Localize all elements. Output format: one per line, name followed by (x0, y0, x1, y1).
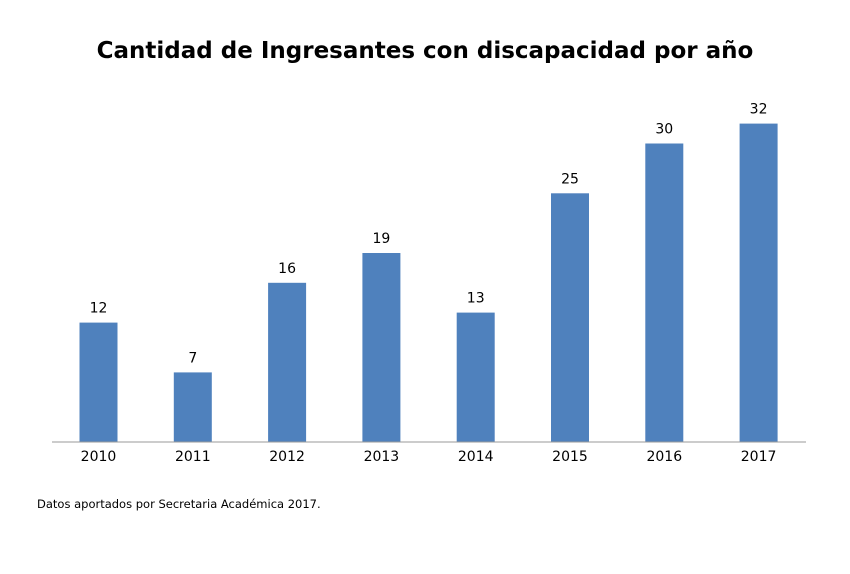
data-label-2013: 19 (372, 231, 390, 247)
bar-2013 (362, 253, 401, 442)
x-tick-label-2014: 2014 (458, 449, 494, 465)
bar-2017 (739, 123, 778, 442)
bar-2011 (173, 372, 212, 442)
data-label-2014: 13 (467, 291, 485, 307)
bar-2015 (551, 193, 589, 442)
x-tick-label-2013: 2013 (364, 449, 400, 465)
x-tick-label-2010: 2010 (81, 449, 117, 465)
data-label-2012: 16 (278, 261, 296, 277)
x-tick-label-2016: 2016 (646, 449, 682, 465)
bar-2014 (456, 312, 495, 442)
bars-layer (79, 123, 778, 442)
data-label-2017: 32 (750, 102, 768, 118)
chart-title: Cantidad de Ingresantes con discapacidad… (96, 38, 754, 64)
x-tick-label-2017: 2017 (741, 449, 777, 465)
x-tick-labels-layer: 2010 2011 2012 2013 2014 2015 2016 2017 (81, 449, 777, 465)
data-label-2010: 12 (90, 301, 108, 317)
x-tick-label-2012: 2012 (269, 449, 305, 465)
x-tick-label-2015: 2015 (552, 449, 588, 465)
data-labels-layer: 12 7 16 19 13 25 30 32 (90, 102, 768, 367)
x-tick-label-2011: 2011 (175, 449, 211, 465)
data-label-2011: 7 (188, 350, 197, 366)
source-note: Datos aportados por Secretaria Académica… (37, 497, 321, 511)
data-label-2016: 30 (655, 122, 673, 138)
bar-2010 (79, 322, 118, 442)
bar-2012 (268, 282, 307, 442)
bar-2016 (645, 143, 684, 442)
data-label-2015: 25 (561, 171, 579, 187)
